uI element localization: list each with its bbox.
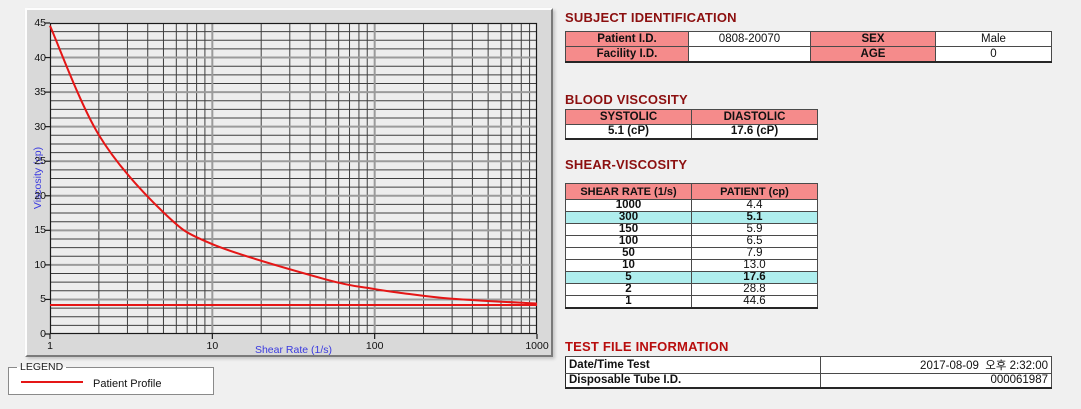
shear-rate-cell: 150 [565,223,692,236]
patient-profile-line-swatch [21,381,83,384]
viscosity-chart-panel: Viscosity (cp) Shear Rate (1/s) 0 5 10 15 20… [25,8,553,357]
table-row: Disposable Tube I.D. 000061987 [565,373,1052,388]
test-file-information-title: TEST FILE INFORMATION [565,339,729,354]
shear-rate-cell: 5 [565,271,692,284]
legend-box: LEGEND Patient Profile [8,361,214,395]
diastolic-value: 17.6 (cP) [691,124,818,139]
table-row: Facility I.D. AGE 0 [565,46,1052,62]
shear-row: 10 13.0 [565,259,818,272]
shear-rate-cell: 10 [565,259,692,272]
disposable-tube-id-label: Disposable Tube I.D. [565,373,821,388]
patient-cp-cell: 6.5 [691,235,818,248]
shear-row: 1 44.6 [565,295,818,309]
legend-series-label: Patient Profile [93,377,162,390]
shear-rate-cell: 2 [565,283,692,296]
patient-cp-cell: 13.0 [691,259,818,272]
patient-id-label: Patient I.D. [565,31,689,47]
y-tick-label: 10 [34,258,46,271]
x-tick-label: 10 [206,340,219,352]
sex-value: Male [935,31,1052,47]
y-tick-label: 25 [34,155,46,168]
shear-rate-cell: 100 [565,235,692,248]
shear-row: 2 28.8 [565,283,818,296]
y-tick-label: 30 [34,120,46,133]
blood-viscosity-title: BLOOD VISCOSITY [565,92,688,107]
shear-viscosity-title: SHEAR-VISCOSITY [565,157,688,172]
sex-label: SEX [810,31,936,47]
table-row: 5.1 (cP) 17.6 (cP) [565,124,818,139]
diastolic-header: DIASTOLIC [691,109,818,125]
x-tick-label: 1 [47,340,53,352]
patient-id-value: 0808-20070 [688,31,811,47]
facility-id-value [688,46,811,62]
shear-rate-cell: 1000 [565,199,692,212]
subject-identification-table: Patient I.D. 0808-20070 SEX Male Facilit… [565,31,1052,63]
x-tick-label: 100 [365,340,384,352]
y-tick-label: 45 [34,17,46,29]
y-tick-label: 40 [34,51,46,64]
patient-cp-cell: 17.6 [691,271,818,284]
shear-row: 300 5.1 [565,211,818,224]
subject-identification-title: SUBJECT IDENTIFICATION [565,10,737,25]
shear-rate-cell: 300 [565,211,692,224]
patient-cp-cell: 5.1 [691,211,818,224]
patient-cp-cell: 7.9 [691,247,818,260]
patient-cp-cell: 5.9 [691,223,818,236]
patient-cp-cell: 4.4 [691,199,818,212]
report-info-column: SUBJECT IDENTIFICATION Patient I.D. 0808… [562,0,1067,409]
plot-area [45,22,538,339]
y-tick-label: 5 [40,293,46,306]
viscosity-vs-shear-rate-chart [45,22,538,339]
y-tick-label: 20 [34,189,46,202]
shear-row: 50 7.9 [565,247,818,260]
shear-rate-header: SHEAR RATE (1/s) [565,183,692,200]
blood-viscosity-table: SYSTOLIC DIASTOLIC 5.1 (cP) 17.6 (cP) [565,109,818,140]
shear-row: 5 17.6 [565,271,818,284]
age-value: 0 [935,46,1052,62]
shear-row: 1000 4.4 [565,199,818,212]
patient-profile-curve [49,25,538,305]
disposable-tube-id-value: 000061987 [820,373,1052,388]
shear-table-body: 1000 4.4 300 5.1 150 5.9 100 6.5 50 7.9 10 13.0 5 17.… [565,199,818,309]
facility-id-label: Facility I.D. [565,46,689,62]
shear-rate-cell: 1 [565,295,692,309]
x-axis-title: Shear Rate (1/s) [254,344,333,356]
systolic-header: SYSTOLIC [565,109,692,125]
shear-viscosity-table: SHEAR RATE (1/s) PATIENT (cp) 1000 4.4 300… [565,183,818,309]
legend-box-title: LEGEND [20,361,64,373]
patient-cp-header: PATIENT (cp) [691,183,818,200]
shear-row: 150 5.9 [565,223,818,236]
date-time-test-label: Date/Time Test [565,356,821,374]
table-row: Date/Time Test 2017-08-09 오후 2:32:00 [565,356,1052,374]
table-row: SYSTOLIC DIASTOLIC [565,109,818,125]
date-time-test-value: 2017-08-09 오후 2:32:00 [820,356,1052,374]
y-tick-label: 15 [34,224,46,237]
x-tick-label: 1000 [525,340,549,352]
table-row: Patient I.D. 0808-20070 SEX Male [565,31,1052,47]
patient-cp-cell: 28.8 [691,283,818,296]
age-label: AGE [810,46,936,62]
table-row: SHEAR RATE (1/s) PATIENT (cp) [565,183,818,200]
test-file-information-table: Date/Time Test 2017-08-09 오후 2:32:00 Dis… [565,356,1052,389]
plot-frame [49,22,538,335]
shear-rate-cell: 50 [565,247,692,260]
shear-row: 100 6.5 [565,235,818,248]
patient-cp-cell: 44.6 [691,295,818,309]
y-tick-label: 0 [40,328,46,340]
y-tick-label: 35 [34,86,46,99]
systolic-value: 5.1 (cP) [565,124,692,139]
